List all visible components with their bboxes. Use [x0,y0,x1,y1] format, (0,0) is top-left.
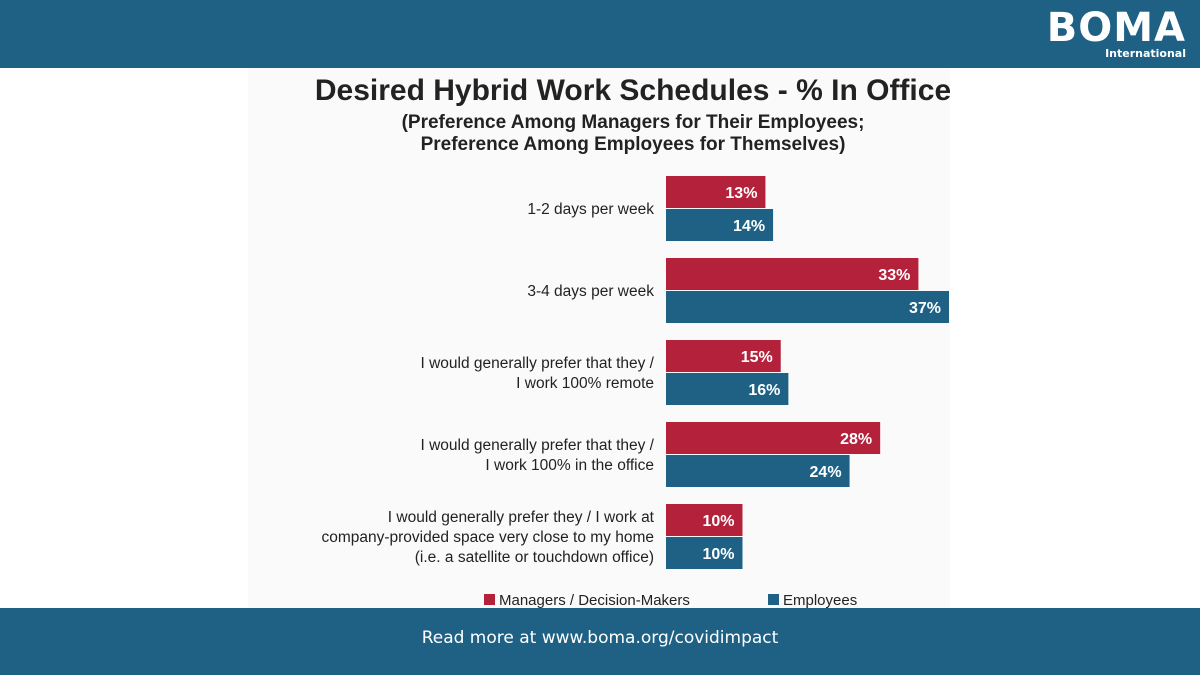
legend: Managers / Decision-Makers Employees [484,592,857,609]
legend-label-managers-decision-makers: Managers / Decision-Makers [499,592,690,608]
category-label-0-line-0: 1-2 days per week [527,201,654,218]
category-label-1-line-0: 3-4 days per week [527,283,654,300]
footer-link-text[interactable]: Read more at www.boma.org/covidimpact [421,628,779,648]
data-label-managers-decision-makers-2: 15% [741,349,773,366]
chart-subtitle-line-2: Preference Among Employees for Themselve… [421,134,846,155]
chart-panel: Desired Hybrid Work Schedules - % In Off… [248,68,951,609]
legend-label-employees: Employees [783,592,857,608]
footer-bar: Read more at www.boma.org/covidimpact [0,608,1200,675]
bar-employees-0 [666,209,774,241]
data-label-managers-decision-makers-4: 10% [702,513,734,530]
header-bar: BOMA International [0,0,1200,68]
category-label-2-line-0: I would generally prefer that they / [421,355,655,372]
bar-managers-decision-makers-4 [666,504,743,536]
chart-svg: Desired Hybrid Work Schedules - % In Off… [315,74,951,609]
chart-subtitle-line-1: (Preference Among Managers for Their Emp… [402,112,865,133]
category-labels-group: 1-2 days per week 3-4 days per week I woul… [321,201,654,566]
data-label-employees-2: 16% [748,382,780,399]
category-label-4-line-1: company-provided space very close to my … [321,529,654,546]
bar-employees-2 [666,373,789,405]
category-label-4-line-0: I would generally prefer they / I work a… [388,509,655,526]
data-label-employees-4: 10% [702,546,734,563]
bar-managers-decision-makers-2 [666,340,781,372]
boma-logo[interactable]: BOMA International [1034,6,1186,62]
data-label-managers-decision-makers-1: 33% [878,267,910,284]
bar-employees-1 [666,291,949,323]
category-label-2-line-1: I work 100% remote [516,375,654,392]
bar-employees-4 [666,537,743,569]
category-label-4-line-2: (i.e. a satellite or touchdown office) [415,549,654,566]
bar-employees-3 [666,455,850,487]
data-label-employees-1: 37% [909,300,941,317]
data-label-managers-decision-makers-0: 13% [725,185,757,202]
legend-swatch-employees [768,594,779,605]
bars-group: 13% 14% 33% 37% 15% 16% 28% 24% 10% 10% [666,176,949,569]
data-label-managers-decision-makers-3: 28% [840,431,872,448]
category-label-3-line-1: I work 100% in the office [485,457,654,474]
logo-wordmark: BOMA [1046,5,1186,51]
data-label-employees-3: 24% [810,464,842,481]
logo-subtitle: International [1105,47,1186,60]
legend-swatch-managers-decision-makers [484,594,495,605]
category-label-3-line-0: I would generally prefer that they / [421,437,655,454]
bar-managers-decision-makers-3 [666,422,881,454]
chart-title: Desired Hybrid Work Schedules - % In Off… [315,74,950,107]
bar-managers-decision-makers-1 [666,258,919,290]
data-label-employees-0: 14% [733,218,765,235]
bar-managers-decision-makers-0 [666,176,766,208]
